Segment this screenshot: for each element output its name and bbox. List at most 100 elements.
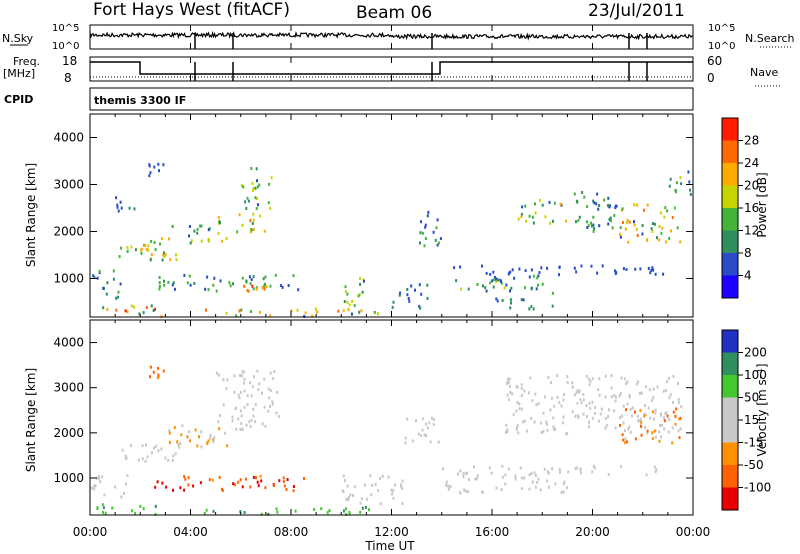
heatmap-cell-21 bbox=[662, 272, 665, 276]
heatmap-cell-20 bbox=[679, 176, 682, 180]
heatmap-cell-8 bbox=[265, 285, 268, 289]
heatmap-cell-3 bbox=[218, 427, 221, 431]
heatmap-cell-6 bbox=[221, 239, 224, 243]
heatmap-cell-1 bbox=[111, 506, 114, 510]
heatmap-cell-11 bbox=[679, 427, 682, 431]
heatmap-cell-11 bbox=[296, 308, 299, 312]
heatmap-cell-12 bbox=[346, 300, 349, 304]
heatmap-cell-9 bbox=[432, 418, 435, 422]
heatmap-cell-21 bbox=[625, 268, 628, 271]
heatmap-cell-11 bbox=[562, 398, 565, 402]
heatmap-cell-11 bbox=[594, 406, 597, 409]
colorbar-label-3: 15 bbox=[744, 413, 759, 427]
heatmap-cell-18 bbox=[593, 201, 596, 205]
heatmap-cell-5 bbox=[252, 414, 255, 418]
heatmap-cell-0 bbox=[115, 296, 118, 300]
heatmap-cell-0 bbox=[93, 275, 96, 279]
heatmap-cell-4 bbox=[161, 481, 164, 485]
heatmap-cell-13 bbox=[551, 467, 554, 471]
heatmap-cell-2 bbox=[119, 200, 122, 204]
heatmap-cell-16 bbox=[531, 286, 533, 290]
heatmap-cell-2 bbox=[167, 458, 170, 462]
xtick-label-3: 12:00 bbox=[374, 525, 409, 539]
heatmap-cell-21 bbox=[590, 264, 593, 268]
heatmap-cell-21 bbox=[453, 266, 456, 270]
heatmap-cell-16 bbox=[537, 274, 540, 278]
heatmap-cell-7 bbox=[344, 507, 347, 511]
heatmap-cell-2 bbox=[117, 209, 120, 213]
colorbar-label-4: 20 bbox=[744, 179, 759, 193]
heatmap-cell-6 bbox=[188, 234, 190, 238]
heatmap-cell-8 bbox=[401, 479, 404, 483]
heatmap-cell-18 bbox=[573, 192, 576, 196]
heatmap-cell-11 bbox=[640, 391, 643, 395]
heatmap-cell-11 bbox=[552, 425, 555, 429]
heatmap-cell-5 bbox=[276, 390, 279, 394]
heatmap-cell-2 bbox=[144, 459, 147, 463]
heatmap-cell-3 bbox=[224, 431, 227, 435]
heatmap-cell-14 bbox=[419, 241, 421, 245]
heatmap-cell-18 bbox=[609, 219, 612, 223]
heatmap-cell-8 bbox=[261, 286, 264, 290]
heatmap-cell-9 bbox=[415, 419, 417, 423]
heatmap-cell-5 bbox=[235, 427, 238, 431]
heatmap-cell-11 bbox=[342, 309, 345, 313]
heatmap-cell-18 bbox=[608, 217, 611, 221]
xtick-label-0: 00:00 bbox=[73, 525, 108, 539]
heatmap-cell-5 bbox=[240, 414, 243, 418]
heatmap-cell-9 bbox=[421, 417, 424, 421]
ytick-label-2: 3000 bbox=[53, 177, 84, 191]
heatmap-cell-21 bbox=[558, 273, 560, 277]
heatmap-cell-11 bbox=[672, 375, 675, 378]
heatmap-cell-6 bbox=[200, 224, 203, 228]
heatmap-cell-21 bbox=[485, 271, 488, 275]
heatmap-cell-13 bbox=[567, 470, 570, 474]
heatmap-cell-13 bbox=[459, 469, 462, 473]
heatmap-cell-3 bbox=[176, 440, 179, 444]
heatmap-cell-13 bbox=[591, 470, 594, 474]
heatmap-cell-11 bbox=[350, 312, 353, 316]
heatmap-cell-11 bbox=[654, 408, 657, 412]
heatmap-cell-11 bbox=[615, 395, 617, 399]
heatmap-cell-17 bbox=[521, 205, 524, 209]
heatmap-cell-11 bbox=[516, 424, 519, 428]
heatmap-cell-4 bbox=[150, 239, 153, 243]
heatmap-cell-10 bbox=[267, 201, 270, 205]
heatmap-cell-8 bbox=[347, 498, 350, 501]
heatmap-cell-9 bbox=[411, 439, 414, 443]
heatmap-cell-1 bbox=[133, 305, 136, 309]
heatmap-cell-11 bbox=[511, 392, 514, 396]
heatmap-cell-11 bbox=[625, 382, 628, 385]
heatmap-cell-3 bbox=[118, 255, 121, 259]
heatmap-cell-1 bbox=[102, 506, 105, 510]
heatmap-cell-11 bbox=[577, 415, 580, 419]
colorbar-swatch-0 bbox=[722, 118, 738, 141]
heatmap-cell-9 bbox=[238, 213, 241, 217]
heatmap-cell-11 bbox=[560, 404, 563, 408]
heatmap-cell-0 bbox=[105, 292, 108, 296]
colorbar-label-6: -100 bbox=[744, 481, 771, 495]
heatmap-cell-7 bbox=[183, 273, 186, 277]
heatmap-cell-17 bbox=[517, 217, 520, 221]
heatmap-cell-3 bbox=[198, 435, 200, 439]
heatmap-cell-3 bbox=[140, 252, 143, 255]
heatmap-cell-13 bbox=[406, 288, 409, 291]
heatmap-cell-5 bbox=[256, 369, 259, 373]
heatmap-cell-21 bbox=[573, 266, 576, 270]
heatmap-cell-5 bbox=[268, 396, 271, 400]
heatmap-cell-5 bbox=[243, 405, 246, 409]
freq-tick-bottom: 8 bbox=[64, 71, 72, 85]
heatmap-cell-11 bbox=[508, 377, 511, 381]
heatmap-cell-18 bbox=[586, 226, 589, 229]
heatmap-cell-21 bbox=[524, 269, 527, 273]
freq-unit: [MHz] bbox=[3, 67, 35, 80]
heatmap-cell-9 bbox=[424, 422, 427, 426]
heatmap-cell-12 bbox=[621, 433, 624, 437]
heatmap-cell-11 bbox=[576, 389, 579, 393]
heatmap-cell-11 bbox=[515, 409, 518, 413]
heatmap-cell-14 bbox=[424, 225, 427, 229]
heatmap-cell-11 bbox=[658, 430, 661, 434]
heatmap-cell-11 bbox=[507, 377, 509, 381]
heatmap-cell-8 bbox=[255, 287, 258, 291]
heatmap-cell-13 bbox=[418, 283, 421, 287]
